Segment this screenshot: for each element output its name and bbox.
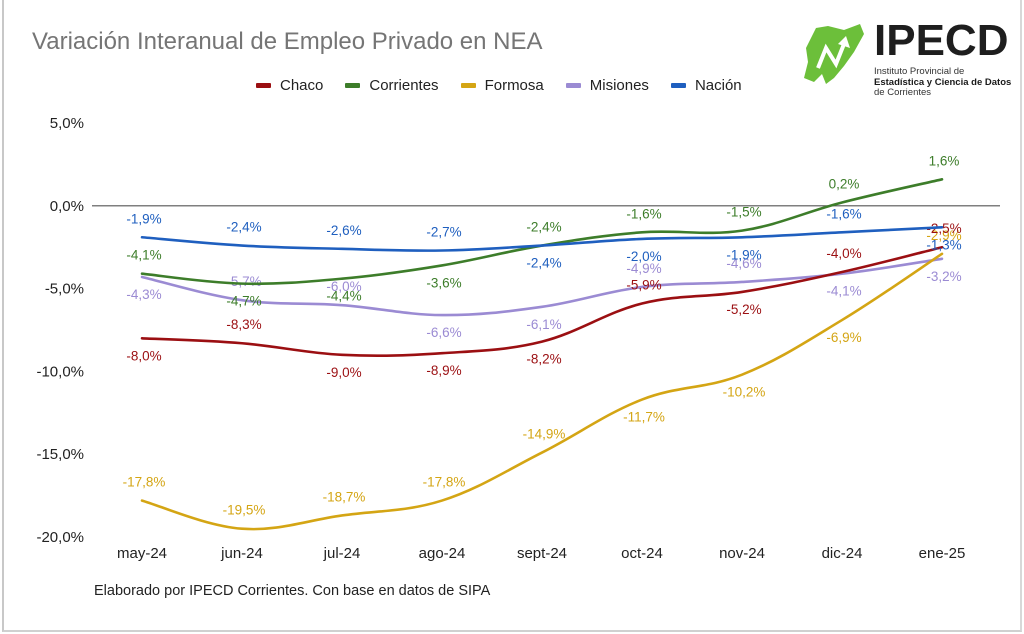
data-label: -3,2% — [926, 269, 961, 284]
data-label: -3,6% — [426, 275, 461, 290]
legend-label-chaco: Chaco — [280, 77, 324, 94]
data-label: -1,6% — [626, 206, 661, 221]
data-label: -4,6% — [726, 256, 761, 271]
data-label: 0,2% — [829, 176, 860, 191]
logo-line-2: Estadística y Ciencia de Datos — [874, 76, 1012, 89]
data-label: -5,2% — [726, 302, 761, 317]
data-label: -4,7% — [226, 294, 261, 309]
legend-swatch-corrientes — [345, 83, 361, 88]
data-label: -11,7% — [623, 410, 665, 425]
legend-item-formosa[interactable]: Formosa — [460, 77, 544, 94]
data-label: -8,3% — [226, 317, 261, 332]
x-tick-label: jun-24 — [220, 545, 263, 562]
data-label: -5,7% — [226, 274, 261, 289]
legend-item-corrientes[interactable]: Corrientes — [345, 77, 439, 94]
data-label: -17,8% — [423, 475, 466, 490]
series-nacion: -1,9% -2,4% -2,6% -2,7% -2,4% -2,0% -1,9% -1,6%… — [126, 206, 961, 270]
y-tick-label: -5,0% — [45, 281, 84, 298]
series-misiones: -4,3% -5,7% -6,0% -6,6% -6,1% -4,9% -4,6% -4,1%… — [126, 256, 961, 340]
logo-line-3: de Corrientes — [874, 87, 932, 98]
x-tick-label: oct-24 — [621, 545, 663, 562]
data-label: -8,0% — [126, 348, 161, 363]
data-label: -4,0% — [826, 246, 861, 261]
data-label: -4,1% — [126, 248, 161, 263]
data-label: 1,6% — [929, 153, 960, 168]
series-line-formosa — [140, 252, 944, 531]
x-tick-label: ago-24 — [419, 545, 466, 562]
data-label: -18,7% — [323, 489, 366, 504]
logo-subtitle: Instituto Provincial de Estadística y Ci… — [874, 66, 1012, 99]
data-label: -5,9% — [626, 278, 661, 293]
x-tick-label: may-24 — [117, 545, 167, 562]
data-label: -2,4% — [526, 220, 561, 235]
ipecd-logo: IPECD Instituto Provincial de Estadístic… — [800, 16, 1016, 99]
legend-swatch-misiones — [565, 83, 581, 88]
data-label: -9,0% — [326, 365, 361, 380]
logo-line-2-text: Estadística y Ciencia de Datos — [874, 76, 1012, 88]
data-label: -2,0% — [626, 249, 661, 264]
legend-swatch-nacion — [670, 83, 686, 88]
data-label: -2,6% — [326, 223, 361, 238]
chart-title: Variación Interanual de Empleo Privado e… — [32, 28, 543, 55]
logo-wordmark: IPECD — [874, 16, 1009, 65]
source-footnote: Elaborado por IPECD Corrientes. Con base… — [94, 583, 491, 599]
data-label: -6,6% — [426, 325, 461, 340]
legend-item-nacion[interactable]: Nación — [670, 77, 742, 94]
x-tick-label: dic-24 — [822, 545, 863, 562]
data-label: -8,2% — [526, 352, 561, 367]
data-label: -17,8% — [123, 475, 166, 490]
data-label: -2,5% — [926, 221, 961, 236]
legend-item-chaco[interactable]: Chaco — [256, 77, 323, 94]
y-tick-label: -15,0% — [36, 446, 84, 463]
series-formosa: -17,8% -19,5% -18,7% -17,8% -14,9% -11,7% -10,… — [123, 228, 962, 531]
legend-item-misiones[interactable]: Misiones — [565, 77, 649, 94]
logo-line-1: Instituto Provincial de — [874, 66, 965, 77]
data-label: -2,7% — [426, 225, 461, 240]
data-label: -6,0% — [326, 279, 361, 294]
data-label: -4,4% — [326, 289, 361, 304]
y-tick-label: 0,0% — [50, 198, 84, 215]
data-label: -1,9% — [126, 211, 161, 226]
data-label: -8,9% — [426, 363, 461, 378]
y-tick-label: -20,0% — [36, 529, 84, 546]
legend-label-misiones: Misiones — [589, 77, 649, 94]
data-label: -1,3% — [926, 237, 961, 252]
x-tick-label: sept-24 — [517, 545, 567, 562]
legend: Chaco Corrientes Formosa Misiones Nación — [256, 77, 764, 94]
data-label: -4,9% — [626, 261, 661, 276]
data-label: -1,6% — [826, 206, 861, 221]
data-label: -4,1% — [826, 284, 861, 299]
data-label: -6,9% — [826, 330, 861, 345]
data-label: -10,2% — [723, 385, 766, 400]
data-label: -4,3% — [126, 287, 161, 302]
legend-label-corrientes: Corrientes — [369, 77, 439, 94]
corrientes-map-icon — [804, 24, 864, 84]
legend-swatch-chaco — [256, 83, 271, 88]
x-tick-label: ene-25 — [919, 545, 966, 562]
data-label: -1,5% — [726, 205, 761, 220]
data-label: -14,9% — [523, 427, 566, 442]
data-label: -1,9% — [726, 247, 761, 262]
legend-label-formosa: Formosa — [484, 77, 544, 94]
data-label: -19,5% — [223, 503, 266, 518]
data-label: -2,9% — [926, 228, 961, 243]
y-tick-label: 5,0% — [50, 115, 84, 132]
legend-label-nacion: Nación — [694, 77, 742, 94]
data-label: -2,4% — [226, 220, 261, 235]
data-label: -2,4% — [526, 256, 561, 271]
series-chaco: -8,0% -8,3% -9,0% -8,9% -8,2% -5,9% -5,2% -4,0%… — [126, 221, 961, 380]
x-tick-label: nov-24 — [719, 545, 765, 562]
data-label: -6,1% — [526, 317, 561, 332]
y-tick-label: -10,0% — [36, 363, 84, 380]
x-tick-label: jul-24 — [323, 545, 361, 562]
legend-swatch-formosa — [460, 83, 476, 88]
